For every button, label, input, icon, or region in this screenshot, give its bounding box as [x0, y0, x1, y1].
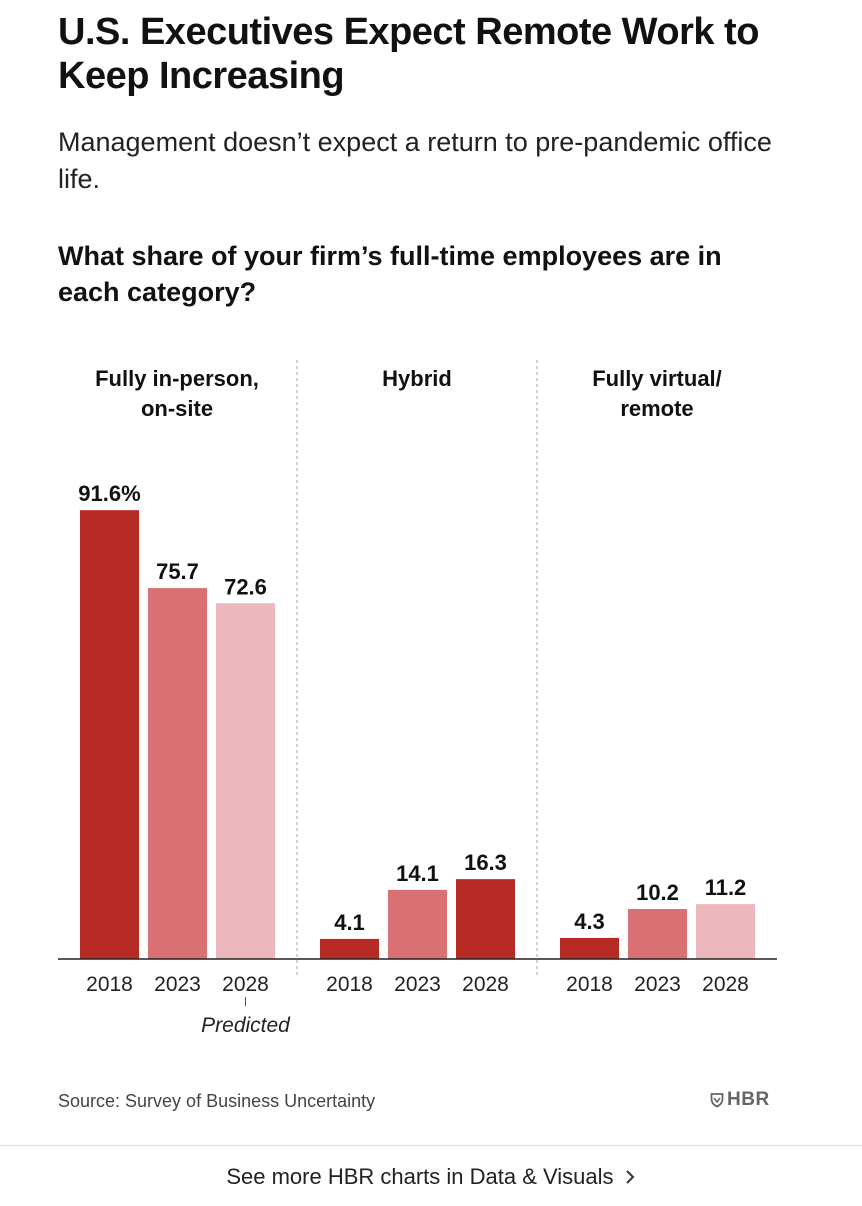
more-charts-link-label: See more HBR charts in Data & Visuals — [226, 1164, 614, 1189]
chevron-right-icon — [625, 1170, 635, 1184]
bar-1-2028 — [216, 603, 275, 959]
group-label-1-line-1: Fully in-person, — [95, 366, 259, 391]
more-charts-link[interactable]: See more HBR charts in Data & Visuals — [0, 1164, 862, 1190]
bar-2-2028 — [456, 879, 515, 959]
data-label-2-2018: 4.1 — [334, 910, 365, 935]
hbr-logo: HBR — [710, 1089, 770, 1111]
data-label-3-2018: 4.3 — [574, 909, 605, 934]
data-label-3-2028: 11.2 — [705, 875, 747, 900]
year-label-1-2018: 2018 — [86, 973, 133, 996]
data-label-1-2018: 91.6% — [78, 481, 140, 506]
predicted-annotation: Predicted — [201, 1014, 291, 1037]
bar-2-2018 — [320, 938, 379, 959]
hbr-shield-icon — [710, 1093, 724, 1108]
year-label-3-2018: 2018 — [566, 973, 613, 996]
year-label-3-2028: 2028 — [702, 973, 749, 996]
bar-2-2023 — [388, 889, 447, 959]
data-label-2-2028: 16.3 — [464, 850, 507, 875]
bar-3-2018 — [560, 937, 619, 959]
group-label-1-line-2: on-site — [141, 396, 213, 421]
bar-3-2028 — [696, 904, 755, 959]
data-label-3-2023: 10.2 — [636, 880, 679, 905]
hbr-logo-text: HBR — [727, 1089, 770, 1110]
data-label-2-2023: 14.1 — [396, 861, 439, 886]
year-label-3-2023: 2023 — [634, 973, 681, 996]
group-label-3-line-1: Fully virtual/ — [592, 366, 722, 391]
group-label-3-line-2: remote — [620, 396, 693, 421]
bar-3-2023 — [628, 909, 687, 959]
year-label-2-2028: 2028 — [462, 973, 509, 996]
chart-title: U.S. Executives Expect Remote Work to Ke… — [58, 11, 759, 97]
year-label-2-2023: 2023 — [394, 973, 441, 996]
chart-subtitle: Management doesn’t expect a return to pr… — [58, 127, 772, 194]
year-label-1-2028: 2028 — [222, 973, 269, 996]
year-label-1-2023: 2023 — [154, 973, 201, 996]
data-label-1-2028: 72.6 — [224, 574, 267, 599]
data-label-1-2023: 75.7 — [156, 559, 199, 584]
year-label-2-2018: 2018 — [326, 973, 373, 996]
footer-divider — [0, 1145, 862, 1146]
bar-chart: Fully in-person, on-site 91.6% 2018 75.7 2023… — [58, 360, 777, 1037]
group-label-2-line-1: Hybrid — [382, 366, 452, 391]
source-note: Source: Survey of Business Uncertainty — [58, 1091, 376, 1111]
bar-1-2023 — [148, 588, 207, 959]
bar-1-2018 — [80, 510, 139, 959]
chart-question: What share of your firm’s full-time empl… — [58, 241, 722, 307]
